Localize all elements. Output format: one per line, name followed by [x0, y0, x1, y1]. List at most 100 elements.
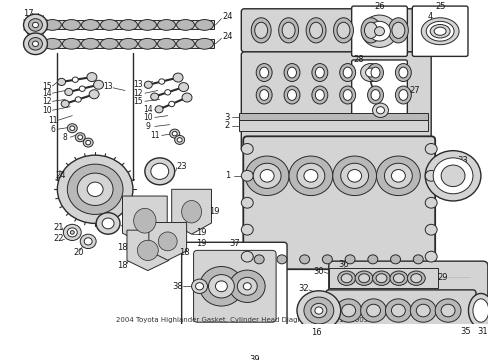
Circle shape — [216, 281, 227, 292]
Text: 34: 34 — [458, 168, 468, 177]
Text: 22: 22 — [53, 234, 64, 243]
Text: 7: 7 — [179, 137, 184, 146]
Ellipse shape — [473, 299, 489, 322]
Ellipse shape — [368, 86, 384, 104]
FancyBboxPatch shape — [194, 250, 276, 322]
Circle shape — [224, 349, 245, 360]
Ellipse shape — [260, 67, 269, 78]
Text: 19: 19 — [196, 228, 207, 237]
Circle shape — [277, 255, 287, 264]
Ellipse shape — [355, 271, 373, 285]
Circle shape — [392, 304, 405, 317]
Text: 38: 38 — [172, 282, 183, 291]
Circle shape — [385, 163, 412, 188]
Text: 2: 2 — [225, 121, 230, 130]
Circle shape — [182, 93, 192, 102]
Circle shape — [297, 163, 325, 188]
Ellipse shape — [100, 19, 119, 30]
Circle shape — [372, 103, 389, 117]
Circle shape — [336, 299, 362, 322]
Text: 31: 31 — [478, 327, 488, 336]
Ellipse shape — [139, 19, 156, 30]
Text: 16: 16 — [312, 328, 322, 337]
Ellipse shape — [338, 271, 356, 285]
Circle shape — [24, 14, 48, 36]
Ellipse shape — [341, 274, 352, 283]
Ellipse shape — [176, 39, 195, 49]
Circle shape — [345, 255, 355, 264]
Ellipse shape — [389, 18, 408, 43]
Circle shape — [392, 170, 405, 182]
Circle shape — [241, 144, 253, 154]
Circle shape — [67, 124, 77, 133]
Circle shape — [65, 88, 73, 95]
Circle shape — [368, 21, 391, 41]
Circle shape — [413, 255, 423, 264]
Ellipse shape — [81, 39, 99, 49]
Circle shape — [433, 158, 473, 194]
Ellipse shape — [81, 19, 99, 30]
Ellipse shape — [306, 18, 326, 43]
Ellipse shape — [312, 86, 328, 104]
Circle shape — [70, 231, 74, 234]
Ellipse shape — [361, 18, 381, 43]
Circle shape — [244, 283, 251, 290]
Circle shape — [333, 156, 376, 195]
Circle shape — [245, 156, 289, 195]
Text: 12: 12 — [43, 97, 52, 106]
Text: 13: 13 — [133, 80, 143, 89]
Text: 11: 11 — [49, 116, 58, 125]
Circle shape — [77, 173, 113, 206]
Circle shape — [348, 170, 362, 182]
Circle shape — [367, 304, 381, 317]
Ellipse shape — [256, 86, 272, 104]
Circle shape — [376, 107, 385, 114]
Ellipse shape — [340, 64, 356, 81]
Ellipse shape — [340, 86, 356, 104]
Text: 15: 15 — [133, 97, 143, 106]
Ellipse shape — [343, 67, 352, 78]
Circle shape — [75, 133, 85, 142]
Text: 19: 19 — [209, 207, 220, 216]
Ellipse shape — [137, 240, 158, 261]
FancyBboxPatch shape — [241, 52, 431, 152]
Text: 13: 13 — [103, 81, 113, 90]
Text: 30: 30 — [314, 267, 324, 276]
Text: 21: 21 — [53, 222, 64, 231]
Bar — [329, 268, 438, 288]
Circle shape — [170, 129, 180, 138]
Text: 24: 24 — [55, 171, 66, 180]
Polygon shape — [172, 189, 212, 234]
Circle shape — [32, 22, 39, 28]
Circle shape — [172, 131, 177, 136]
Circle shape — [241, 197, 253, 208]
Text: 8: 8 — [63, 133, 68, 142]
Circle shape — [28, 19, 43, 31]
Circle shape — [58, 78, 66, 86]
Text: 14: 14 — [143, 105, 153, 114]
Circle shape — [322, 255, 332, 264]
Text: 4: 4 — [428, 12, 433, 21]
FancyBboxPatch shape — [244, 136, 435, 269]
Circle shape — [145, 158, 175, 185]
Circle shape — [425, 144, 437, 154]
Text: 32: 32 — [298, 284, 309, 293]
Circle shape — [75, 97, 81, 102]
Text: 20: 20 — [73, 248, 83, 257]
Ellipse shape — [44, 39, 61, 49]
Circle shape — [425, 170, 437, 181]
FancyBboxPatch shape — [412, 6, 468, 57]
Text: 18: 18 — [179, 248, 190, 257]
Text: 1: 1 — [225, 171, 230, 180]
Ellipse shape — [393, 274, 404, 283]
Ellipse shape — [399, 90, 408, 100]
Circle shape — [260, 170, 274, 182]
Circle shape — [441, 165, 465, 186]
Circle shape — [366, 68, 375, 77]
Circle shape — [425, 151, 481, 201]
Ellipse shape — [392, 22, 405, 39]
Text: 36: 36 — [338, 260, 349, 269]
Ellipse shape — [372, 271, 391, 285]
Text: 14: 14 — [43, 89, 52, 98]
Bar — [239, 113, 428, 120]
